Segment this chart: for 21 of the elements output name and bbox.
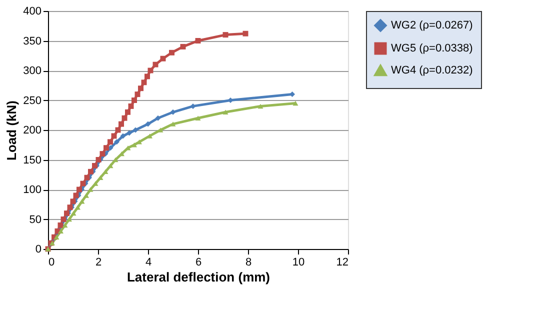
x-tick-label: 0 — [48, 256, 55, 268]
y-tick-label: 300 — [23, 65, 42, 77]
y-tick-label: 200 — [23, 124, 42, 136]
x-tick-label: 10 — [292, 256, 305, 268]
x-tick-label: 2 — [95, 256, 102, 268]
y-tick-label: 100 — [23, 184, 42, 196]
y-tick-label: 250 — [23, 94, 42, 107]
legend-label: WG5 (ρ=0.0338) — [391, 42, 473, 54]
y-tick-label: 150 — [23, 154, 42, 166]
y-tick-label: 0 — [35, 244, 42, 256]
x-tick-label: 8 — [245, 256, 252, 268]
legend-label: WG2 (ρ=0.0267) — [391, 20, 473, 32]
x-tick-label: 4 — [145, 256, 152, 268]
y-axis-title: Load (kN) — [4, 100, 20, 160]
legend-label: WG4 (ρ=0.0232) — [391, 64, 473, 76]
y-tick-label: 400 — [23, 6, 42, 18]
y-tick-label: 50 — [29, 214, 42, 226]
x-tick-label: 12 — [336, 256, 348, 268]
y-tick-label: 350 — [23, 35, 42, 48]
x-axis-title: Lateral deflection (mm) — [126, 270, 270, 284]
x-tick-label: 6 — [195, 256, 202, 268]
